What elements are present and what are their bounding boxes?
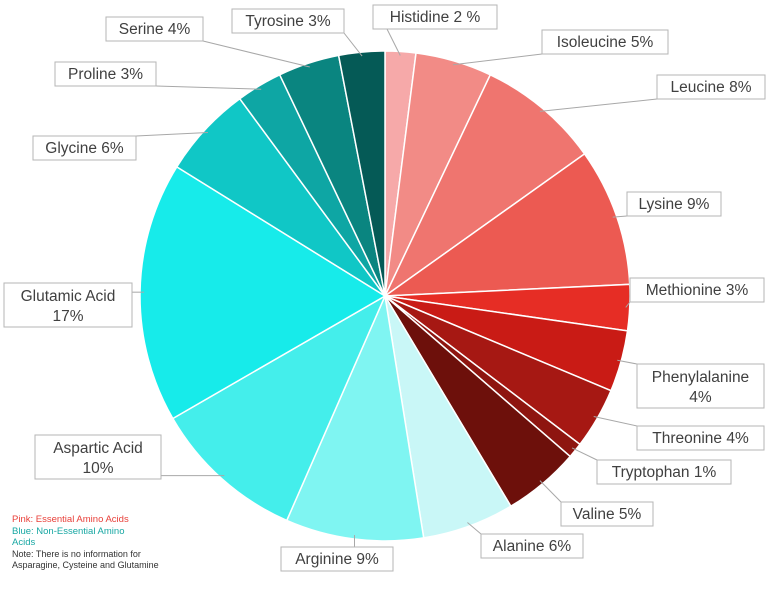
slice-label-9: Valine 5% (560, 501, 654, 527)
slice-label-text: 10% (82, 460, 113, 477)
leader-line-1 (386, 28, 401, 56)
slice-label-box (105, 16, 204, 42)
slice-label-12: Aspartic Acid 10% (34, 434, 162, 480)
leader-line-14 (135, 131, 208, 137)
slice-label-text: Valine 5% (573, 506, 642, 523)
slice-label-box (34, 434, 162, 480)
slice-label-box (560, 501, 654, 527)
pie-slice-3 (383, 73, 586, 299)
legend-note: Pink: Essential Amino Acids Blue: Non-Es… (12, 514, 172, 572)
slice-label-8: Tryptophan 1% (596, 459, 732, 485)
slice-label-text: 4% (689, 389, 712, 406)
slice-label-text: 17% (52, 308, 83, 325)
slice-label-text: Glutamic Acid (21, 288, 116, 305)
slice-label-14: Glycine 6% (32, 135, 137, 161)
nonessential-note: Blue: Non-Essential Amino Acids (12, 525, 125, 549)
slice-label-box (372, 4, 498, 30)
slice-label-box (54, 61, 157, 87)
slice-label-text: Isoleucine 5% (557, 34, 654, 51)
slice-label-11: Arginine 9% (280, 546, 394, 572)
pie-slice-4 (382, 152, 631, 297)
slice-label-box (231, 8, 345, 34)
leader-line-2 (452, 53, 543, 66)
slice-label-box (626, 191, 722, 217)
leader-line-9 (539, 480, 562, 503)
slice-label-6: Phenylalanine 4% (636, 363, 765, 409)
slice-label-text: Tryptophan 1% (612, 464, 717, 481)
leader-line-8 (571, 447, 598, 461)
slice-label-7: Threonine 4% (636, 425, 765, 451)
leader-line-5 (625, 301, 631, 308)
info-note: Note: There is no information for Aspara… (12, 548, 159, 571)
slice-label-box (636, 363, 765, 409)
slice-label-text: Histidine 2 % (390, 9, 481, 26)
slice-label-box (32, 135, 137, 161)
leader-line-7 (593, 416, 638, 427)
slice-label-box (636, 425, 765, 451)
slice-label-15: Proline 3% (54, 61, 157, 87)
slice-label-4: Lysine 9% (626, 191, 722, 217)
pie-slice-12 (171, 294, 387, 522)
slice-label-text: Aspartic Acid (53, 440, 143, 457)
slice-label-text: Leucine 8% (670, 79, 751, 96)
slice-label-text: Alanine 6% (493, 538, 572, 555)
leader-line-4 (612, 215, 628, 218)
slice-label-text: Glycine 6% (45, 140, 124, 157)
slice-label-box (656, 74, 766, 100)
slice-label-box (541, 29, 669, 55)
slice-label-box (480, 533, 584, 559)
slice-label-text: Lysine 9% (639, 196, 710, 213)
slice-label-2: Isoleucine 5% (541, 29, 669, 55)
slice-label-text: Threonine 4% (652, 430, 749, 447)
slice-label-text: Tyrosine 3% (245, 13, 331, 30)
slice-label-1: Histidine 2 % (372, 4, 498, 30)
slice-label-13: Glutamic Acid 17% (3, 282, 133, 328)
slice-label-text: Phenylalanine (652, 369, 749, 386)
slice-label-10: Alanine 6% (480, 533, 584, 559)
slice-label-box (280, 546, 394, 572)
slice-label-5: Methionine 3% (629, 277, 765, 303)
leader-line-3 (539, 98, 658, 112)
slice-label-box (629, 277, 765, 303)
slice-label-text: Serine 4% (119, 21, 191, 38)
leader-line-6 (617, 359, 638, 365)
leader-line-17 (343, 32, 363, 57)
slice-label-text: Methionine 3% (646, 282, 749, 299)
slice-label-box (3, 282, 133, 328)
leader-line-15 (155, 85, 262, 90)
slice-label-3: Leucine 8% (656, 74, 766, 100)
slice-label-text: Proline 3% (68, 66, 143, 83)
slice-label-16: Serine 4% (105, 16, 204, 42)
slice-label-box (596, 459, 732, 485)
leader-line-10 (467, 522, 482, 535)
slice-label-17: Tyrosine 3% (231, 8, 345, 34)
pie-slice-17 (337, 50, 386, 297)
essential-note: Pink: Essential Amino Acids (12, 514, 129, 525)
leader-line-16 (202, 40, 310, 68)
slice-label-text: Arginine 9% (295, 551, 379, 568)
